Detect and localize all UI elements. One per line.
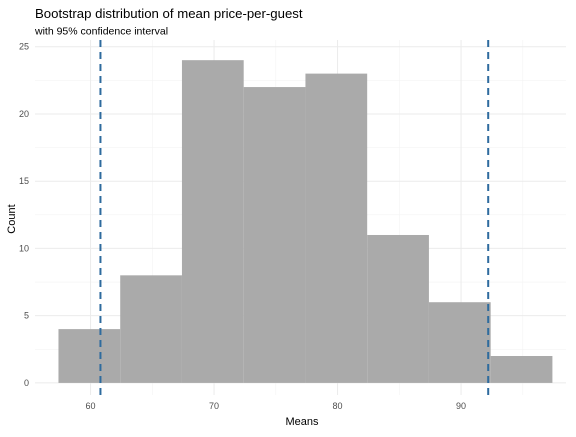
- histogram-bar: [305, 73, 368, 383]
- x-tick-label: 70: [209, 401, 219, 411]
- chart-subtitle: with 95% confidence interval: [34, 26, 168, 38]
- x-axis-ticks: 60 70 80 90: [86, 401, 466, 411]
- histogram-bar: [367, 234, 429, 383]
- histogram-bar: [490, 356, 553, 383]
- x-axis-label: Means: [285, 416, 319, 428]
- histogram-bar: [120, 275, 182, 383]
- chart-title: Bootstrap distribution of mean price-per…: [35, 6, 303, 21]
- y-tick-label: 5: [24, 311, 29, 321]
- y-tick-label: 25: [19, 42, 29, 52]
- y-tick-label: 15: [19, 176, 29, 186]
- histogram-bar: [428, 302, 491, 383]
- x-tick-label: 80: [333, 401, 343, 411]
- y-axis-ticks: 0 5 10 15 20 25: [19, 42, 29, 388]
- histogram-bar: [58, 329, 121, 383]
- x-tick-label: 60: [86, 401, 96, 411]
- histogram-bars: [58, 60, 553, 383]
- x-tick-label: 90: [456, 401, 466, 411]
- histogram-bar: [181, 60, 244, 383]
- y-tick-label: 0: [24, 378, 29, 388]
- y-tick-label: 10: [19, 243, 29, 253]
- y-tick-label: 20: [19, 109, 29, 119]
- y-axis-label: Count: [6, 204, 18, 233]
- histogram-bar: [243, 87, 306, 383]
